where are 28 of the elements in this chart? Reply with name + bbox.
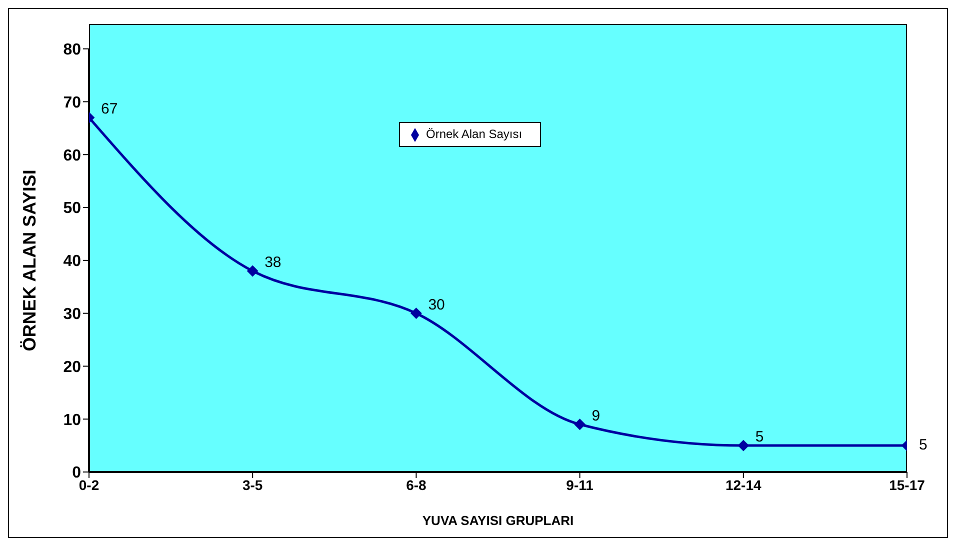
data-label: 5 — [755, 428, 764, 446]
y-tick-label: 80 — [63, 42, 82, 59]
x-tick-label: 3-5 — [242, 476, 263, 493]
data-label: 5 — [919, 436, 928, 454]
y-tick-label: 20 — [63, 358, 82, 376]
x-tick-label: 0-2 — [78, 476, 100, 493]
x-tick-label: 6-8 — [406, 476, 427, 493]
point — [410, 308, 422, 319]
y-tick-label: 60 — [63, 147, 82, 164]
y-tick-label: 30 — [63, 306, 82, 323]
point — [738, 440, 749, 452]
data-label: 9 — [592, 407, 600, 424]
y-axis-title: ÖRNEK ALAN SAYISI — [19, 170, 40, 352]
legend-label: Örnek Alan Sayısı — [426, 127, 522, 141]
y-tick-label: 40 — [63, 253, 82, 270]
point — [247, 265, 258, 276]
y-tick-label: 50 — [63, 200, 82, 218]
x-tick-label: 15-17 — [889, 476, 926, 493]
data-label: 30 — [428, 296, 445, 314]
y-tick-label: 70 — [63, 94, 82, 112]
x-axis-title: YUVA SAYISI GRUPLARI — [422, 513, 574, 528]
data-label: 67 — [101, 100, 118, 118]
y-tick-label: 0 — [72, 464, 82, 482]
x-tick-label: 12-14 — [725, 476, 762, 493]
point — [574, 418, 586, 430]
x-tick-label: 9-11 — [566, 476, 594, 493]
y-tick-label: 10 — [63, 412, 82, 429]
data-label: 38 — [264, 254, 282, 271]
